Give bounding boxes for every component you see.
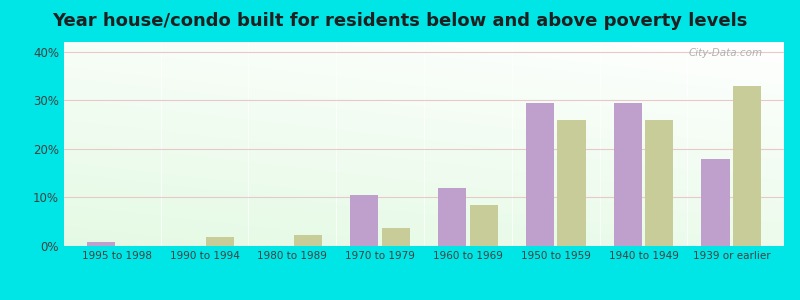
Bar	[733, 86, 761, 246]
Text: City-Data.com: City-Data.com	[688, 48, 762, 58]
Bar	[702, 159, 730, 246]
Bar	[558, 120, 586, 246]
Bar	[206, 237, 234, 246]
Bar	[294, 235, 322, 246]
Bar	[382, 227, 410, 246]
Bar	[470, 205, 498, 246]
Bar	[350, 195, 378, 246]
Text: Year house/condo built for residents below and above poverty levels: Year house/condo built for residents bel…	[52, 12, 748, 30]
Bar	[646, 120, 674, 246]
Bar	[87, 242, 115, 246]
Bar	[614, 103, 642, 246]
Bar	[526, 103, 554, 246]
Bar	[438, 188, 466, 246]
